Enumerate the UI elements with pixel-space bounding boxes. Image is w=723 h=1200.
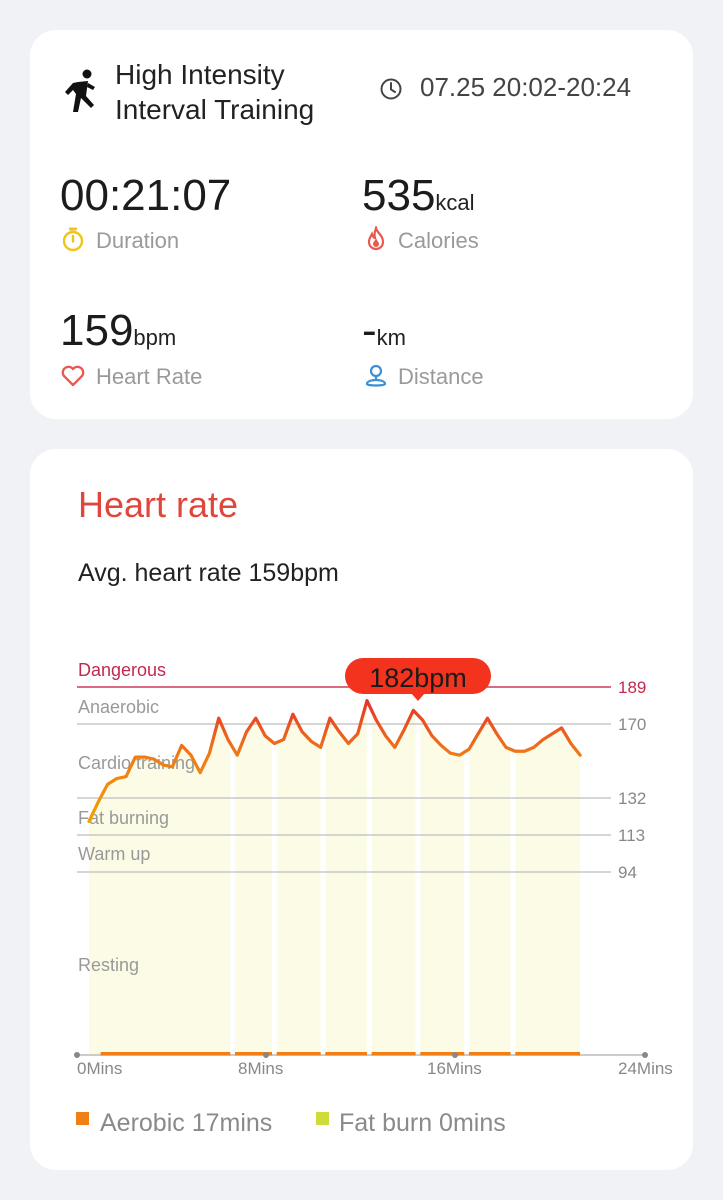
zone-label-anaerobic: Anaerobic	[78, 697, 159, 717]
threshold-label-170: 170	[618, 715, 646, 734]
peak-callout-pointer	[411, 693, 425, 701]
x-tick-dot-3	[642, 1052, 648, 1058]
threshold-label-94: 94	[618, 863, 637, 882]
heart-rate-title: Heart rate	[78, 484, 239, 525]
x-tick-label-0: 0Mins	[77, 1059, 122, 1078]
threshold-label-113: 113	[618, 826, 645, 845]
x-tick-label-3: 24Mins	[618, 1059, 673, 1078]
chart-area-fill	[89, 700, 581, 1055]
duration-value: 00:21:07	[60, 171, 232, 220]
clock-icon	[380, 78, 402, 100]
x-tick-label-1: 8Mins	[238, 1059, 283, 1078]
interval-gap-5	[464, 677, 470, 1055]
interval-gap-1	[271, 677, 277, 1055]
heart-rate-line	[87, 699, 582, 823]
flame-icon	[367, 226, 385, 251]
interval-gap-4	[415, 677, 421, 1055]
distance-unit: km	[376, 325, 406, 350]
x-tick-label-2: 16Mins	[427, 1059, 482, 1078]
heart-rate-value: 159	[60, 306, 134, 355]
legend-fat-burn: Fat burn 0mins	[339, 1109, 506, 1137]
interval-gap-0	[230, 677, 236, 1055]
interval-gap-3	[366, 677, 372, 1055]
heart-rate-label: Heart Rate	[96, 364, 203, 389]
distance-reading: -km	[362, 306, 406, 356]
heart-rate-reading: 159bpm	[60, 306, 176, 356]
heart-rate-card: Heart rate Avg. heart rate 159bpm 189 170…	[30, 449, 693, 1170]
heart-icon	[61, 365, 85, 387]
peak-callout-label: 182bpm	[369, 663, 467, 693]
avg-heart-rate: Avg. heart rate 159bpm	[78, 559, 339, 588]
zone-label-fat-burning: Fat burning	[78, 808, 169, 828]
zone-label-cardio-training: Cardio training	[78, 753, 195, 773]
zone-segment-7	[515, 1052, 581, 1056]
zone-segment-6	[468, 1052, 511, 1056]
zone-segment-0	[100, 1052, 231, 1056]
threshold-label-189: 189	[618, 678, 646, 697]
legend-fat-burn-swatch	[316, 1112, 329, 1125]
x-tick-dot-0	[74, 1052, 80, 1058]
zone-label-warm-up: Warm up	[78, 844, 150, 864]
workout-title-line2: Interval Training	[115, 94, 315, 125]
stopwatch-icon	[62, 227, 84, 252]
legend-aerobic: Aerobic 17mins	[100, 1109, 273, 1137]
zone-segment-4	[371, 1052, 416, 1056]
calories-reading: 535kcal	[362, 171, 475, 221]
calories-value: 535	[362, 171, 436, 220]
x-tick-dot-2	[452, 1052, 458, 1058]
distance-label: Distance	[398, 364, 484, 389]
zone-label-dangerous: Dangerous	[78, 660, 166, 680]
workout-summary-card: High Intensity Interval Training 07.25 2…	[30, 30, 693, 419]
interval-gap-2	[320, 677, 326, 1055]
interval-gap-6	[510, 677, 516, 1055]
location-pin-icon	[365, 364, 387, 387]
threshold-label-132: 132	[618, 789, 646, 808]
workout-time-range: 07.25 20:02-20:24	[420, 72, 632, 102]
calories-unit: kcal	[435, 190, 475, 215]
peak-callout-bubble	[345, 658, 491, 694]
heart-rate-chart: 189 170 132 113 94 Dangerous Anaerobic Cardio t…	[74, 658, 673, 1078]
distance-value: -	[362, 306, 377, 355]
zone-segment-3	[325, 1052, 367, 1056]
heart-rate-unit: bpm	[133, 325, 177, 350]
workout-title: High Intensity Interval Training	[115, 57, 314, 127]
duration-label: Duration	[96, 228, 180, 253]
calories-label: Calories	[398, 228, 479, 253]
workout-title-line1: High Intensity	[115, 59, 285, 90]
zone-label-resting: Resting	[78, 955, 139, 975]
zone-segment-5	[420, 1052, 465, 1056]
running-person-icon	[65, 69, 95, 112]
zone-segment-1	[234, 1052, 273, 1056]
avg-heart-rate-value: 159bpm	[248, 559, 339, 587]
zone-segment-2	[276, 1052, 321, 1056]
avg-heart-rate-prefix: Avg. heart rate	[78, 559, 249, 587]
x-tick-dot-1	[263, 1052, 269, 1058]
legend-aerobic-swatch	[76, 1112, 89, 1125]
